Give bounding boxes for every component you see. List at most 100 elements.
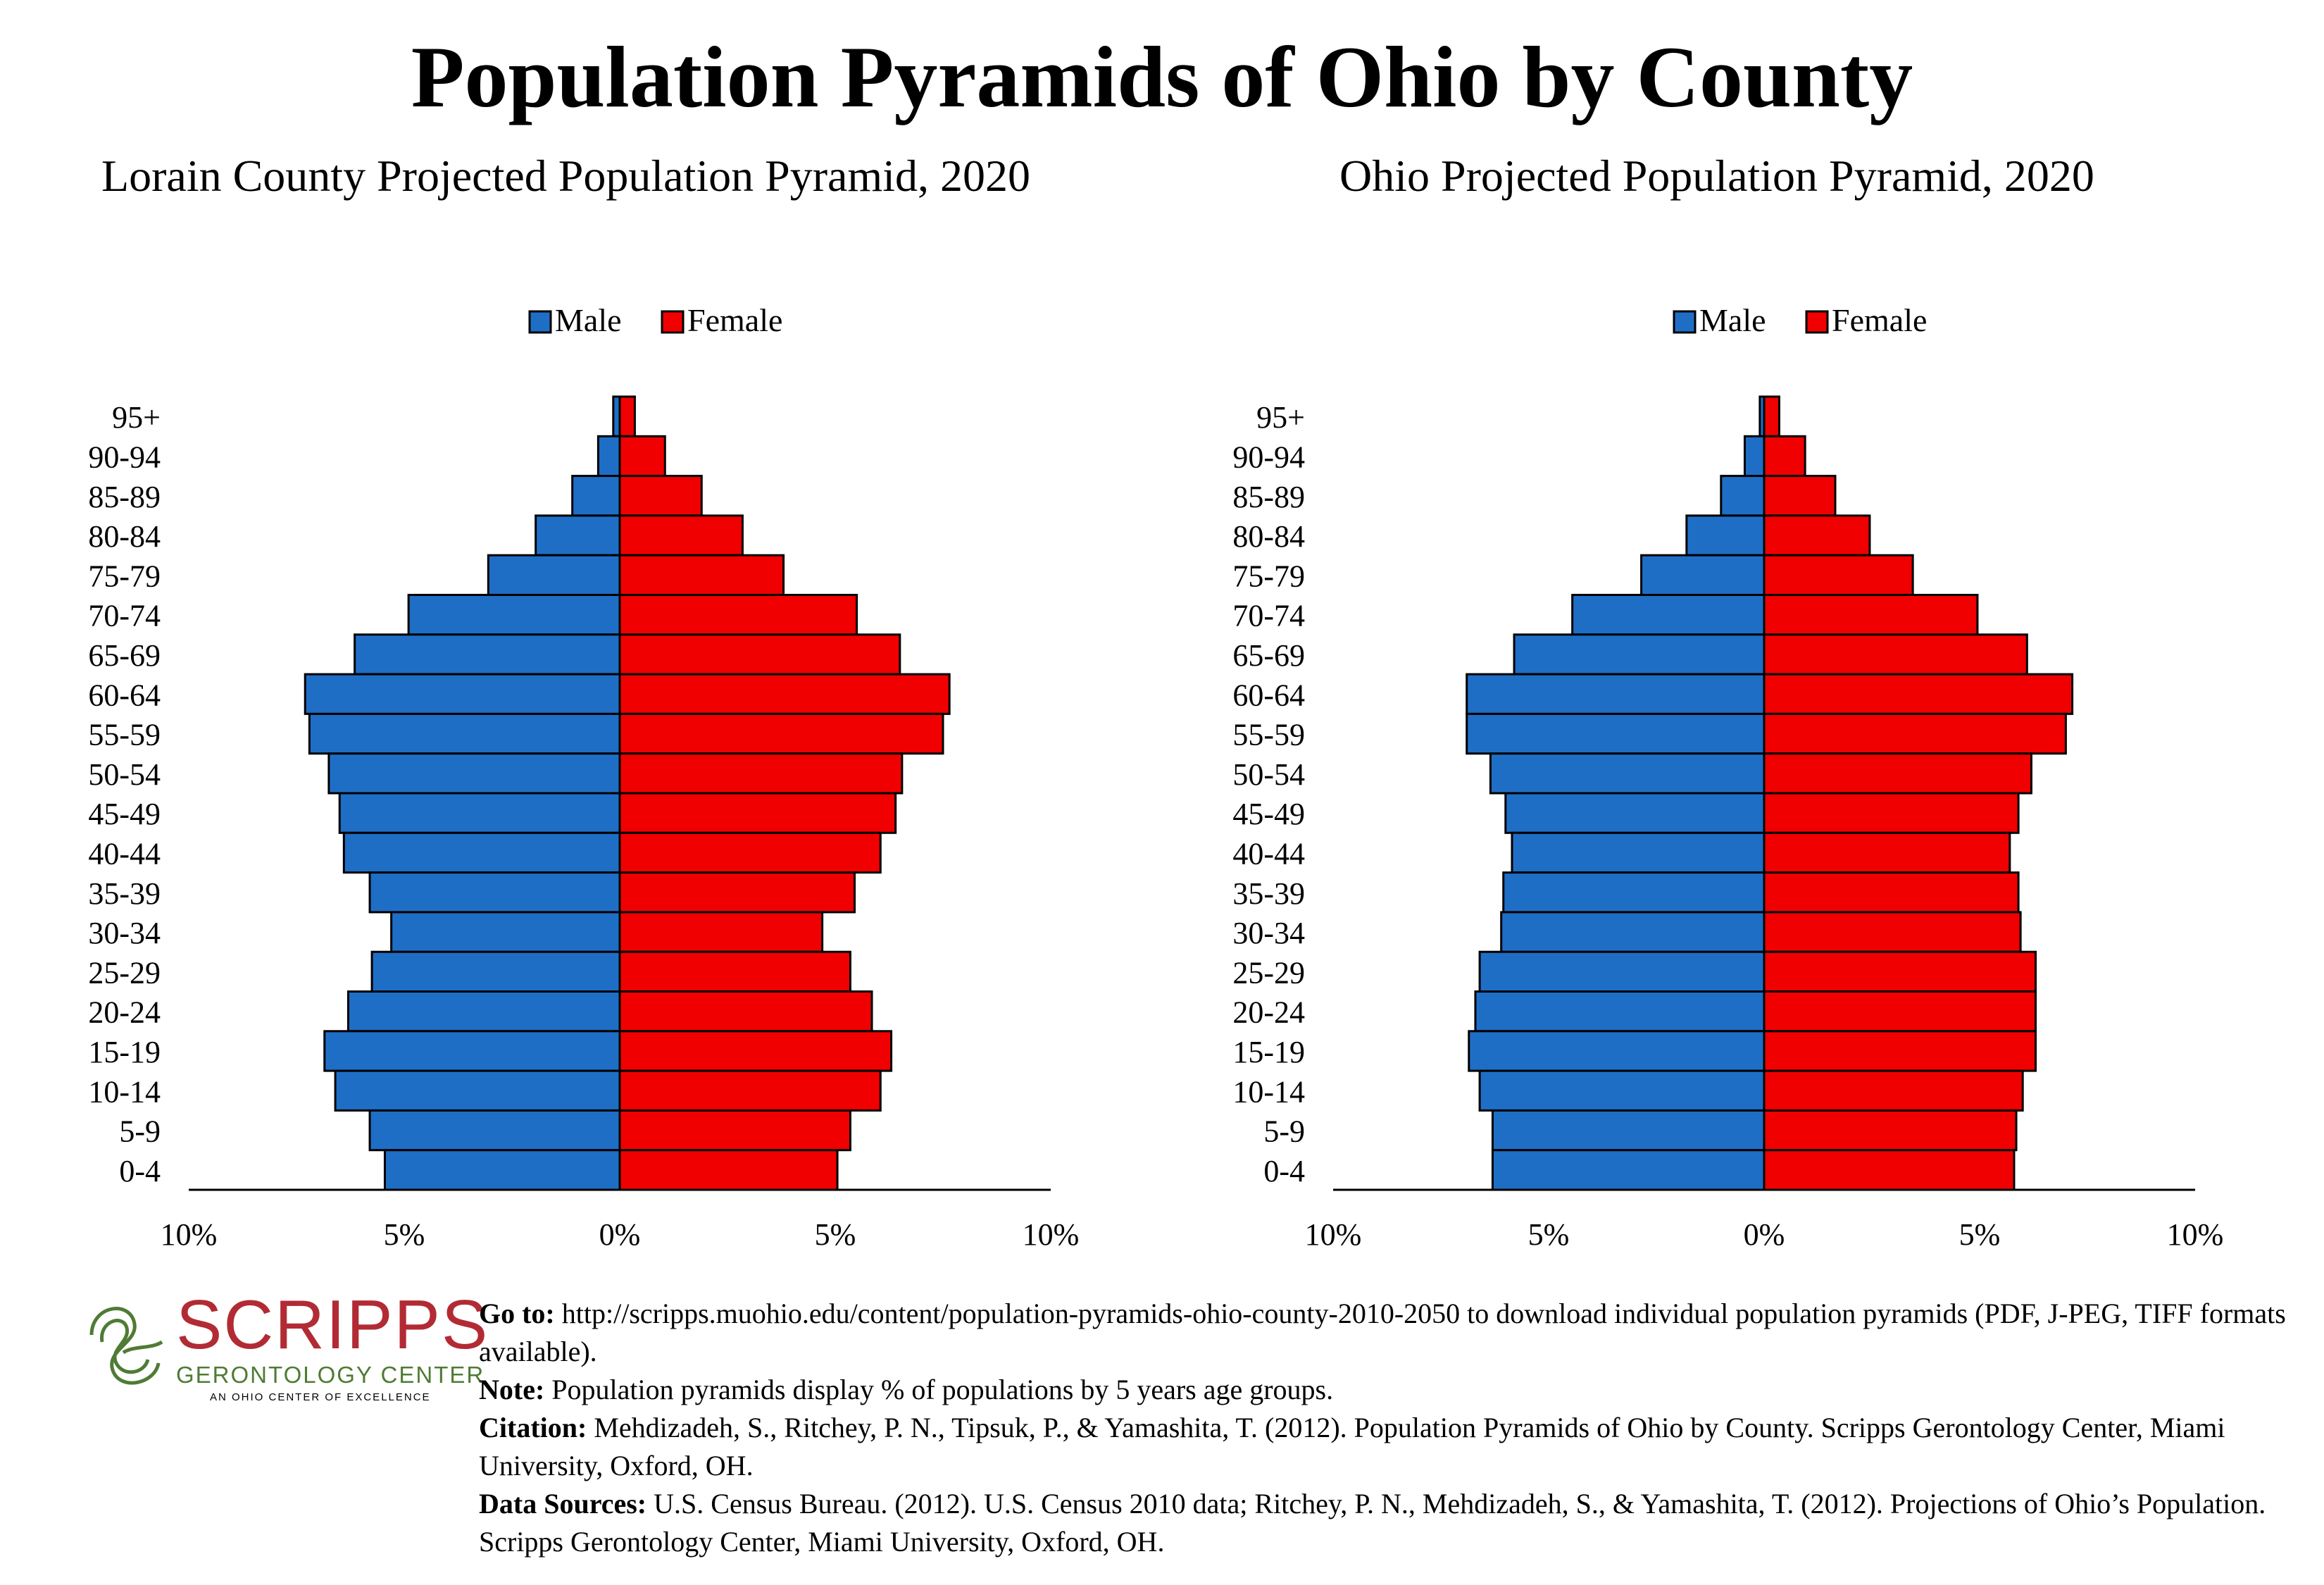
bar-female-50-54 — [618, 752, 904, 795]
chart-title-ohio: Ohio Projected Population Pyramid, 2020 — [1339, 151, 2094, 201]
scripps-swirl-icon — [89, 1307, 163, 1385]
x-tick-label: 5% — [384, 1217, 425, 1252]
bar-female-55-59 — [618, 712, 944, 755]
bar-male-0-4 — [383, 1149, 621, 1191]
bar-male-20-24 — [346, 990, 621, 1033]
bar-female-10-14 — [618, 1069, 882, 1112]
legend-swatch-male — [1673, 310, 1697, 334]
x-tick-label: 10% — [1023, 1217, 1080, 1252]
bar-female-25-29 — [618, 950, 851, 993]
age-label-30-34: 30-34 — [1232, 916, 1305, 950]
bar-female-0-4 — [1763, 1149, 2016, 1191]
bar-female-45-49 — [618, 792, 897, 834]
age-label-90-94: 90-94 — [88, 440, 161, 474]
legend-label-male: Male — [1699, 302, 1766, 338]
logo-wordmark: SCRIPPS — [176, 1286, 489, 1363]
age-label-40-44: 40-44 — [1232, 836, 1305, 871]
chart-title-lorain: Lorain County Projected Population Pyram… — [101, 151, 1030, 201]
age-label-25-29: 25-29 — [88, 955, 161, 990]
bar-female-70-74 — [618, 594, 858, 636]
age-label-15-19: 15-19 — [88, 1035, 161, 1069]
x-tick-label: 5% — [815, 1217, 856, 1252]
footer-citation: Citation: Mehdizadeh, S., Ritchey, P. N.… — [479, 1409, 2310, 1485]
bar-female-10-14 — [1763, 1069, 2024, 1112]
bar-female-55-59 — [1763, 712, 2067, 755]
bar-female-80-84 — [1763, 514, 1871, 557]
bar-male-60-64 — [1466, 673, 1766, 715]
x-tick-label: 5% — [1959, 1217, 2001, 1252]
age-label-35-39: 35-39 — [88, 876, 161, 911]
bar-female-95+ — [618, 395, 636, 437]
bar-female-75-79 — [1763, 554, 1914, 597]
bar-male-65-69 — [1513, 633, 1766, 676]
bar-female-90-94 — [1763, 435, 1806, 478]
bar-male-55-59 — [308, 712, 621, 755]
bar-male-65-69 — [354, 633, 621, 676]
bar-male-50-54 — [1489, 752, 1766, 795]
bar-male-5-9 — [1491, 1109, 1766, 1152]
age-label-80-84: 80-84 — [1232, 519, 1305, 554]
bar-male-45-49 — [338, 792, 621, 834]
bar-male-45-49 — [1504, 792, 1766, 834]
bar-female-5-9 — [1763, 1109, 2018, 1152]
bar-female-70-74 — [1763, 594, 1979, 636]
bar-female-85-89 — [1763, 475, 1837, 517]
note-text: Population pyramids display % of populat… — [544, 1374, 1334, 1405]
age-label-55-59: 55-59 — [1232, 718, 1305, 752]
bar-male-40-44 — [1511, 831, 1766, 874]
bar-female-20-24 — [1763, 990, 2037, 1033]
bar-female-95+ — [1763, 395, 1780, 437]
bar-female-15-19 — [618, 1030, 893, 1072]
age-label-0-4: 0-4 — [1263, 1154, 1305, 1188]
age-label-80-84: 80-84 — [88, 519, 161, 554]
bar-male-90-94 — [1743, 435, 1766, 478]
age-label-95+: 95+ — [112, 400, 161, 435]
bar-male-90-94 — [596, 435, 621, 478]
footer-notes: Go to: http://scripps.muohio.edu/content… — [479, 1295, 2310, 1561]
x-tick-label: 10% — [2167, 1217, 2224, 1252]
age-label-10-14: 10-14 — [88, 1074, 161, 1109]
bar-female-50-54 — [1763, 752, 2032, 795]
footer-note: Note: Population pyramids display % of p… — [479, 1371, 2310, 1409]
age-label-45-49: 45-49 — [1232, 797, 1305, 831]
bar-male-10-14 — [334, 1069, 621, 1112]
bar-male-75-79 — [1640, 554, 1766, 597]
legend-label-female: Female — [1832, 302, 1927, 338]
pyramid-charts: Male Female 95+ 90-94 85-89 80-84 75-79 70-74 65… — [88, 302, 2224, 1252]
bar-male-0-4 — [1491, 1149, 1766, 1191]
age-label-5-9: 5-9 — [119, 1114, 161, 1149]
legend-label-female: Female — [687, 302, 782, 338]
bar-female-25-29 — [1763, 950, 2037, 993]
bar-male-85-89 — [1720, 475, 1766, 517]
legend-swatch-male — [528, 310, 552, 334]
bar-male-5-9 — [368, 1109, 621, 1152]
bar-male-35-39 — [368, 871, 621, 914]
age-label-60-64: 60-64 — [1232, 678, 1305, 712]
x-tick-label: 10% — [161, 1217, 218, 1252]
age-label-75-79: 75-79 — [1232, 559, 1305, 593]
age-label-75-79: 75-79 — [88, 559, 161, 593]
age-label-90-94: 90-94 — [1232, 440, 1305, 474]
footer-goto: Go to: http://scripps.muohio.edu/content… — [479, 1295, 2310, 1371]
bar-male-55-59 — [1466, 712, 1766, 755]
bar-male-20-24 — [1474, 990, 1766, 1033]
bar-female-65-69 — [618, 633, 901, 676]
bar-male-25-29 — [1478, 950, 1766, 993]
bar-female-80-84 — [618, 514, 744, 557]
bar-female-15-19 — [1763, 1030, 2037, 1072]
bar-male-80-84 — [535, 514, 621, 557]
sources-label: Data Sources: — [479, 1488, 647, 1519]
age-label-55-59: 55-59 — [88, 718, 161, 752]
age-label-65-69: 65-69 — [1232, 638, 1305, 673]
bar-male-75-79 — [487, 554, 621, 597]
bar-male-70-74 — [1571, 594, 1766, 636]
age-label-85-89: 85-89 — [88, 480, 161, 514]
bar-male-60-64 — [304, 673, 621, 715]
legend-swatch-female — [1805, 310, 1829, 334]
bar-female-65-69 — [1763, 633, 2028, 676]
age-label-40-44: 40-44 — [88, 836, 161, 871]
footer-sources: Data Sources: U.S. Census Bureau. (2012)… — [479, 1485, 2310, 1561]
bar-male-35-39 — [1502, 871, 1766, 914]
age-label-65-69: 65-69 — [88, 638, 161, 673]
age-label-20-24: 20-24 — [88, 995, 161, 1030]
